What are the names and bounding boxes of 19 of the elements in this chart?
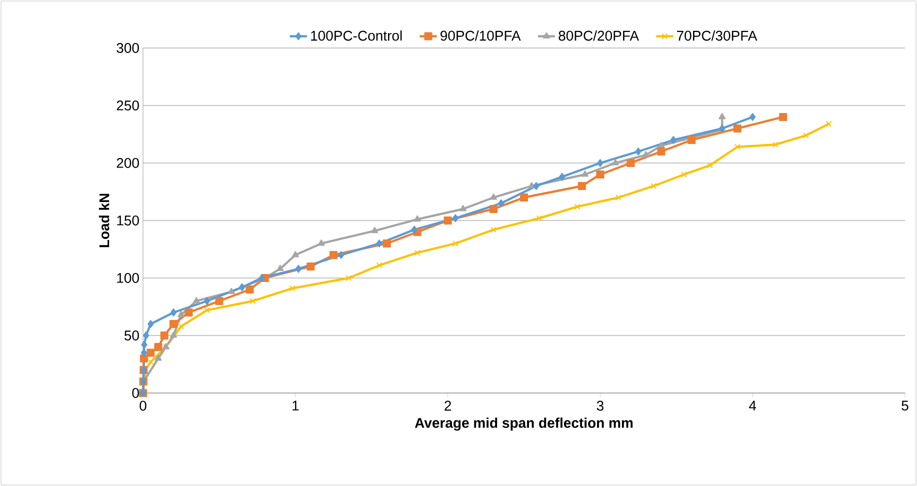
y-tick-label: 300 xyxy=(116,43,139,53)
legend-label: 90PC/10PFA xyxy=(440,30,521,41)
y-tick-label: 0 xyxy=(132,388,139,398)
y-tick-label: 50 xyxy=(124,330,139,340)
legend-label: 70PC/30PFA xyxy=(677,30,758,41)
x-tick-label: 2 xyxy=(444,400,451,411)
y-tick-label: 250 xyxy=(116,100,139,110)
x-tick-label: 0 xyxy=(140,400,146,411)
x-tick-label: 5 xyxy=(902,400,908,411)
x-tick-label: 3 xyxy=(596,400,604,411)
legend-label: 80PC/20PFA xyxy=(558,30,640,41)
y-tick-label: 200 xyxy=(116,158,139,168)
x-tick-label: 4 xyxy=(749,400,756,410)
y-axis-title: Load kN xyxy=(98,194,110,248)
y-tick-label: 150 xyxy=(117,216,139,226)
y-tick-label: 100 xyxy=(117,273,139,283)
legend-label: 100PC-Control xyxy=(311,30,402,41)
x-axis-title: Average mid span deflection mm xyxy=(414,418,633,431)
x-tick-label: 1 xyxy=(292,400,299,410)
